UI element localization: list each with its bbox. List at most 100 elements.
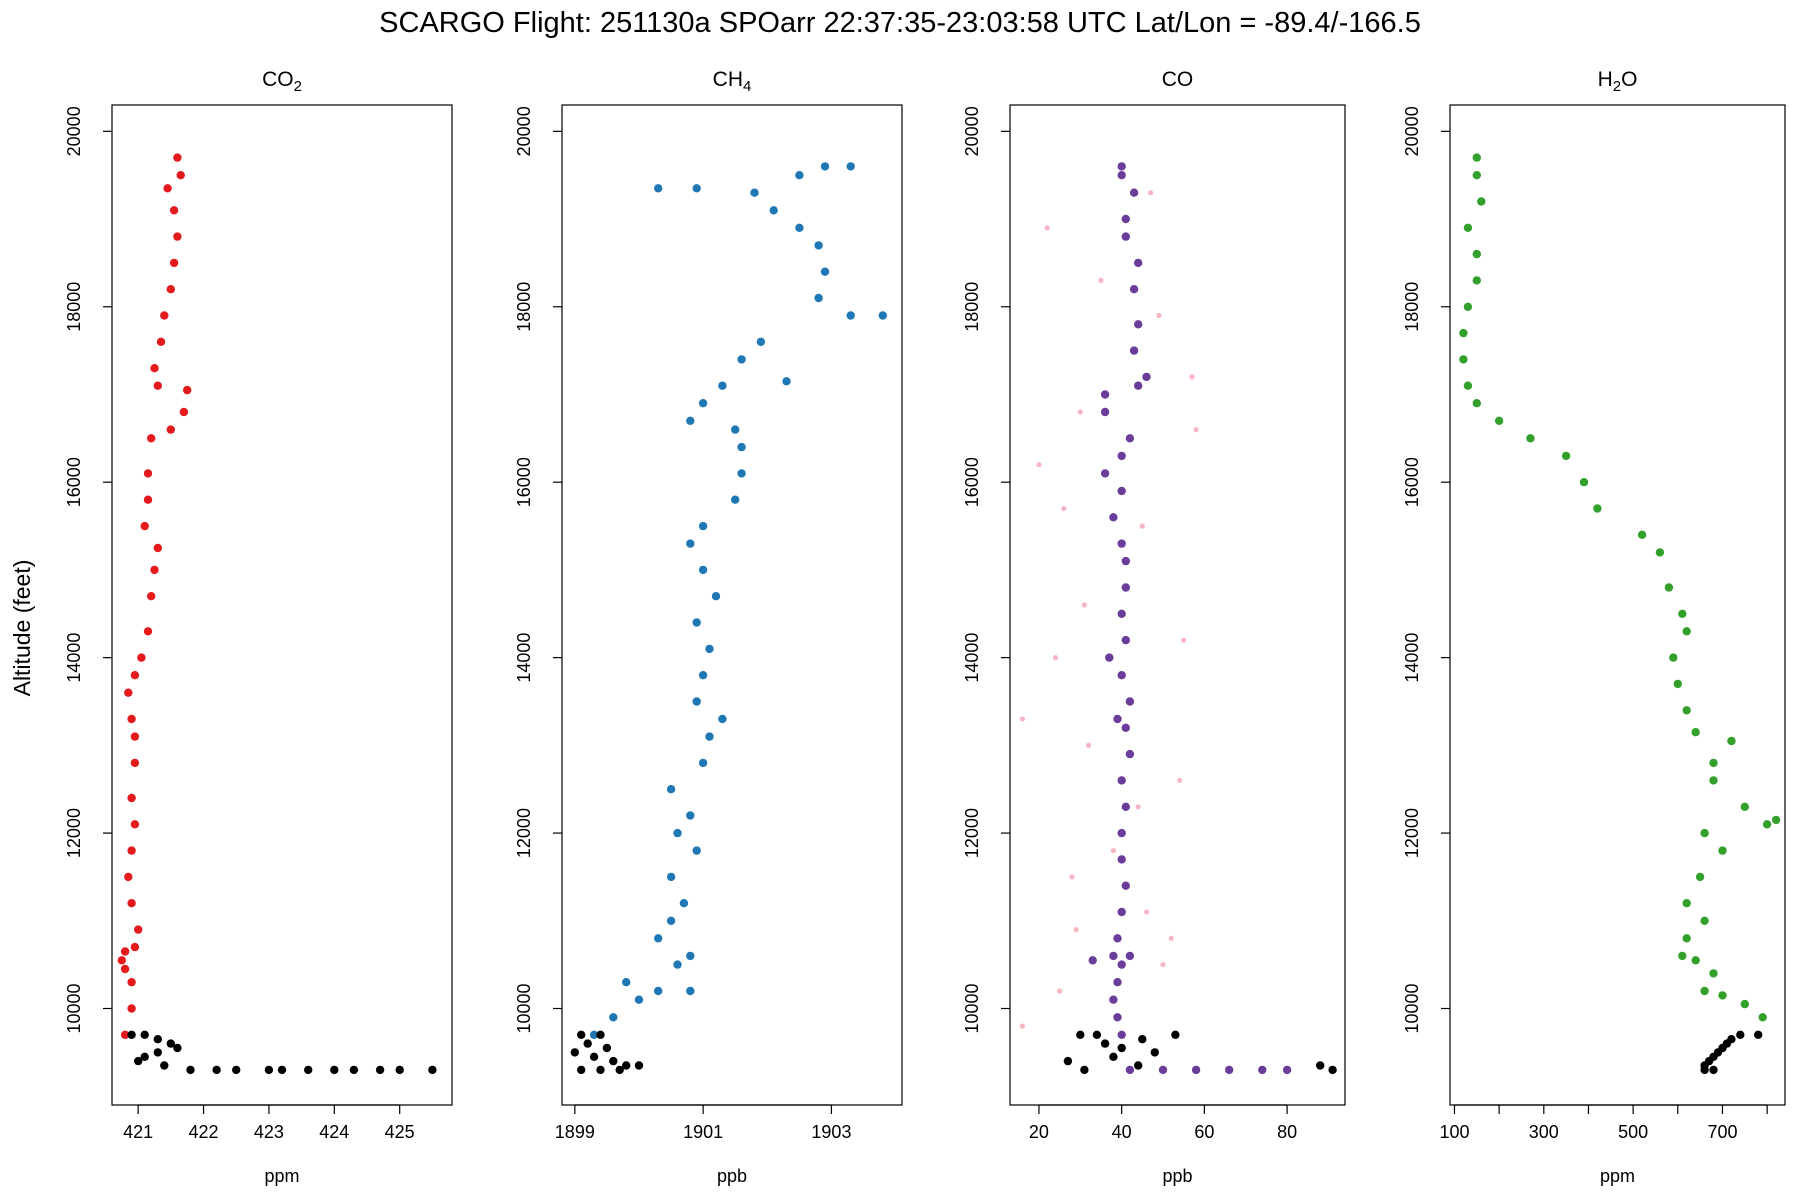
- y-tick-label: 20000: [514, 106, 534, 156]
- data-point: [589, 1030, 599, 1040]
- data-point: [686, 986, 695, 996]
- data-point: [1700, 916, 1709, 925]
- x-tick-label: 424: [319, 1122, 349, 1142]
- data-point: [127, 978, 136, 987]
- data-point: [1125, 1065, 1135, 1075]
- panel-3: CO 20 40 60 80 ppb 10000 12000 14000 16000 18000 20…: [962, 68, 1346, 1186]
- y-tick-label: 14000: [962, 633, 982, 683]
- panel-title: H2O: [1598, 68, 1638, 95]
- data-point: [1077, 409, 1083, 415]
- data-point: [1258, 1065, 1267, 1075]
- data-point: [1098, 277, 1104, 283]
- data-point: [1109, 1052, 1118, 1062]
- data-point: [583, 1039, 592, 1048]
- data-point: [127, 1030, 136, 1040]
- y-tick-label: 16000: [1402, 457, 1422, 507]
- data-point: [140, 1052, 149, 1062]
- data-point: [615, 1065, 624, 1075]
- data-point: [750, 188, 759, 197]
- data-point: [718, 381, 727, 390]
- data-point: [673, 960, 682, 969]
- data-point: [330, 1065, 339, 1075]
- data-point: [820, 267, 830, 276]
- data-point: [1142, 372, 1151, 382]
- data-point: [820, 162, 830, 171]
- panel-4: H2O 100 300 500 700 ppm 10000 12000 14000 16000 18…: [1402, 68, 1786, 1186]
- data-point: [634, 1061, 644, 1070]
- x-tick-label: 40: [1112, 1122, 1132, 1142]
- x-tick-label: 421: [123, 1122, 153, 1142]
- data-point: [1494, 416, 1504, 425]
- data-point: [166, 1039, 175, 1048]
- plot-frame: [1449, 104, 1786, 1106]
- series-co-profile: [1088, 162, 1151, 1040]
- data-point: [1282, 1065, 1292, 1075]
- data-point: [602, 1043, 612, 1053]
- data-point: [686, 951, 695, 961]
- data-point: [232, 1065, 241, 1075]
- data-point: [1134, 258, 1143, 268]
- data-point: [1682, 899, 1691, 908]
- data-point: [1678, 951, 1687, 961]
- data-point: [731, 495, 740, 504]
- data-point: [183, 385, 192, 395]
- x-tick-label: 80: [1277, 1122, 1297, 1142]
- data-point: [577, 1030, 586, 1040]
- y-tick-label: 10000: [1402, 983, 1422, 1033]
- data-point: [756, 337, 766, 346]
- data-point: [692, 184, 701, 193]
- data-point: [176, 171, 185, 180]
- data-point: [705, 644, 714, 654]
- data-point: [127, 714, 136, 724]
- data-point: [1129, 346, 1139, 355]
- x-axis-label: ppm: [1600, 1166, 1635, 1186]
- data-point: [1092, 1030, 1102, 1040]
- series-co-raw: [1019, 190, 1199, 1029]
- data-point: [127, 1004, 136, 1013]
- data-point: [1121, 881, 1131, 890]
- x-axis-label: ppm: [264, 1166, 299, 1186]
- data-point: [666, 785, 676, 794]
- y-tick-label: 12000: [1402, 808, 1422, 858]
- data-point: [1664, 583, 1674, 592]
- data-point: [160, 1061, 169, 1070]
- data-point: [153, 1035, 162, 1044]
- data-point: [1673, 679, 1683, 689]
- data-point: [737, 442, 746, 452]
- data-point: [570, 1048, 579, 1057]
- data-point: [127, 793, 136, 803]
- y-tick-label: 20000: [962, 106, 982, 156]
- x-tick-label: 1899: [555, 1122, 595, 1142]
- data-point: [666, 872, 676, 882]
- data-point: [1117, 451, 1126, 461]
- x-tick-label: 60: [1194, 1122, 1214, 1142]
- panel-title-base: CO: [262, 68, 294, 91]
- data-point: [1109, 951, 1118, 961]
- data-point: [1121, 723, 1131, 732]
- y-tick-label: 14000: [514, 633, 534, 683]
- data-point: [1125, 951, 1135, 961]
- data-point: [173, 153, 182, 162]
- data-point: [634, 995, 644, 1004]
- panel-2: CH4 1899 1901 1903 ppb 10000 12000 14000 16000 18…: [514, 68, 903, 1186]
- data-point: [622, 978, 631, 987]
- data-point: [1134, 320, 1143, 329]
- y-tick-label: 12000: [962, 808, 982, 858]
- data-point: [173, 1043, 182, 1053]
- data-point: [1061, 505, 1067, 512]
- data-point: [137, 653, 146, 662]
- data-point: [375, 1065, 385, 1075]
- data-point: [686, 811, 695, 820]
- data-point: [212, 1065, 221, 1075]
- data-point: [150, 364, 159, 373]
- data-point: [1080, 1065, 1089, 1075]
- data-point: [1110, 848, 1116, 854]
- data-point: [1121, 232, 1131, 241]
- data-point: [143, 495, 153, 504]
- data-point: [1113, 934, 1122, 943]
- data-point: [1771, 815, 1781, 825]
- data-point: [679, 899, 689, 908]
- y-tick-label: 10000: [514, 983, 534, 1033]
- data-point: [1463, 302, 1473, 311]
- data-point: [1113, 714, 1122, 724]
